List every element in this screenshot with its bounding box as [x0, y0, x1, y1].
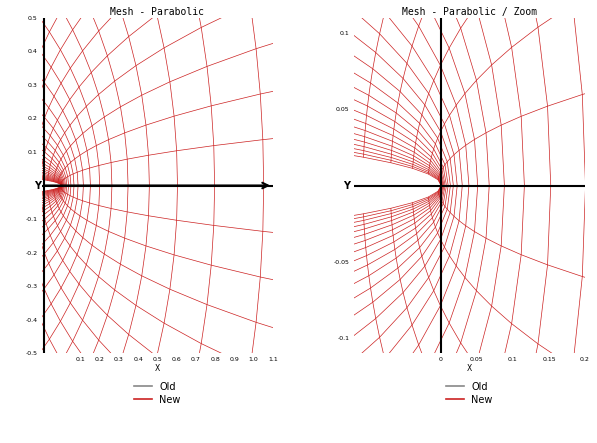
X-axis label: X: X: [467, 364, 472, 373]
Legend: Old, New: Old, New: [442, 378, 497, 409]
Title: Mesh - Parabolic: Mesh - Parabolic: [110, 7, 204, 17]
Legend: Old, New: Old, New: [130, 378, 184, 409]
Text: Y: Y: [343, 180, 350, 190]
Title: Mesh - Parabolic / Zoom: Mesh - Parabolic / Zoom: [402, 7, 537, 17]
Text: Y: Y: [34, 180, 41, 190]
X-axis label: X: X: [155, 364, 160, 373]
